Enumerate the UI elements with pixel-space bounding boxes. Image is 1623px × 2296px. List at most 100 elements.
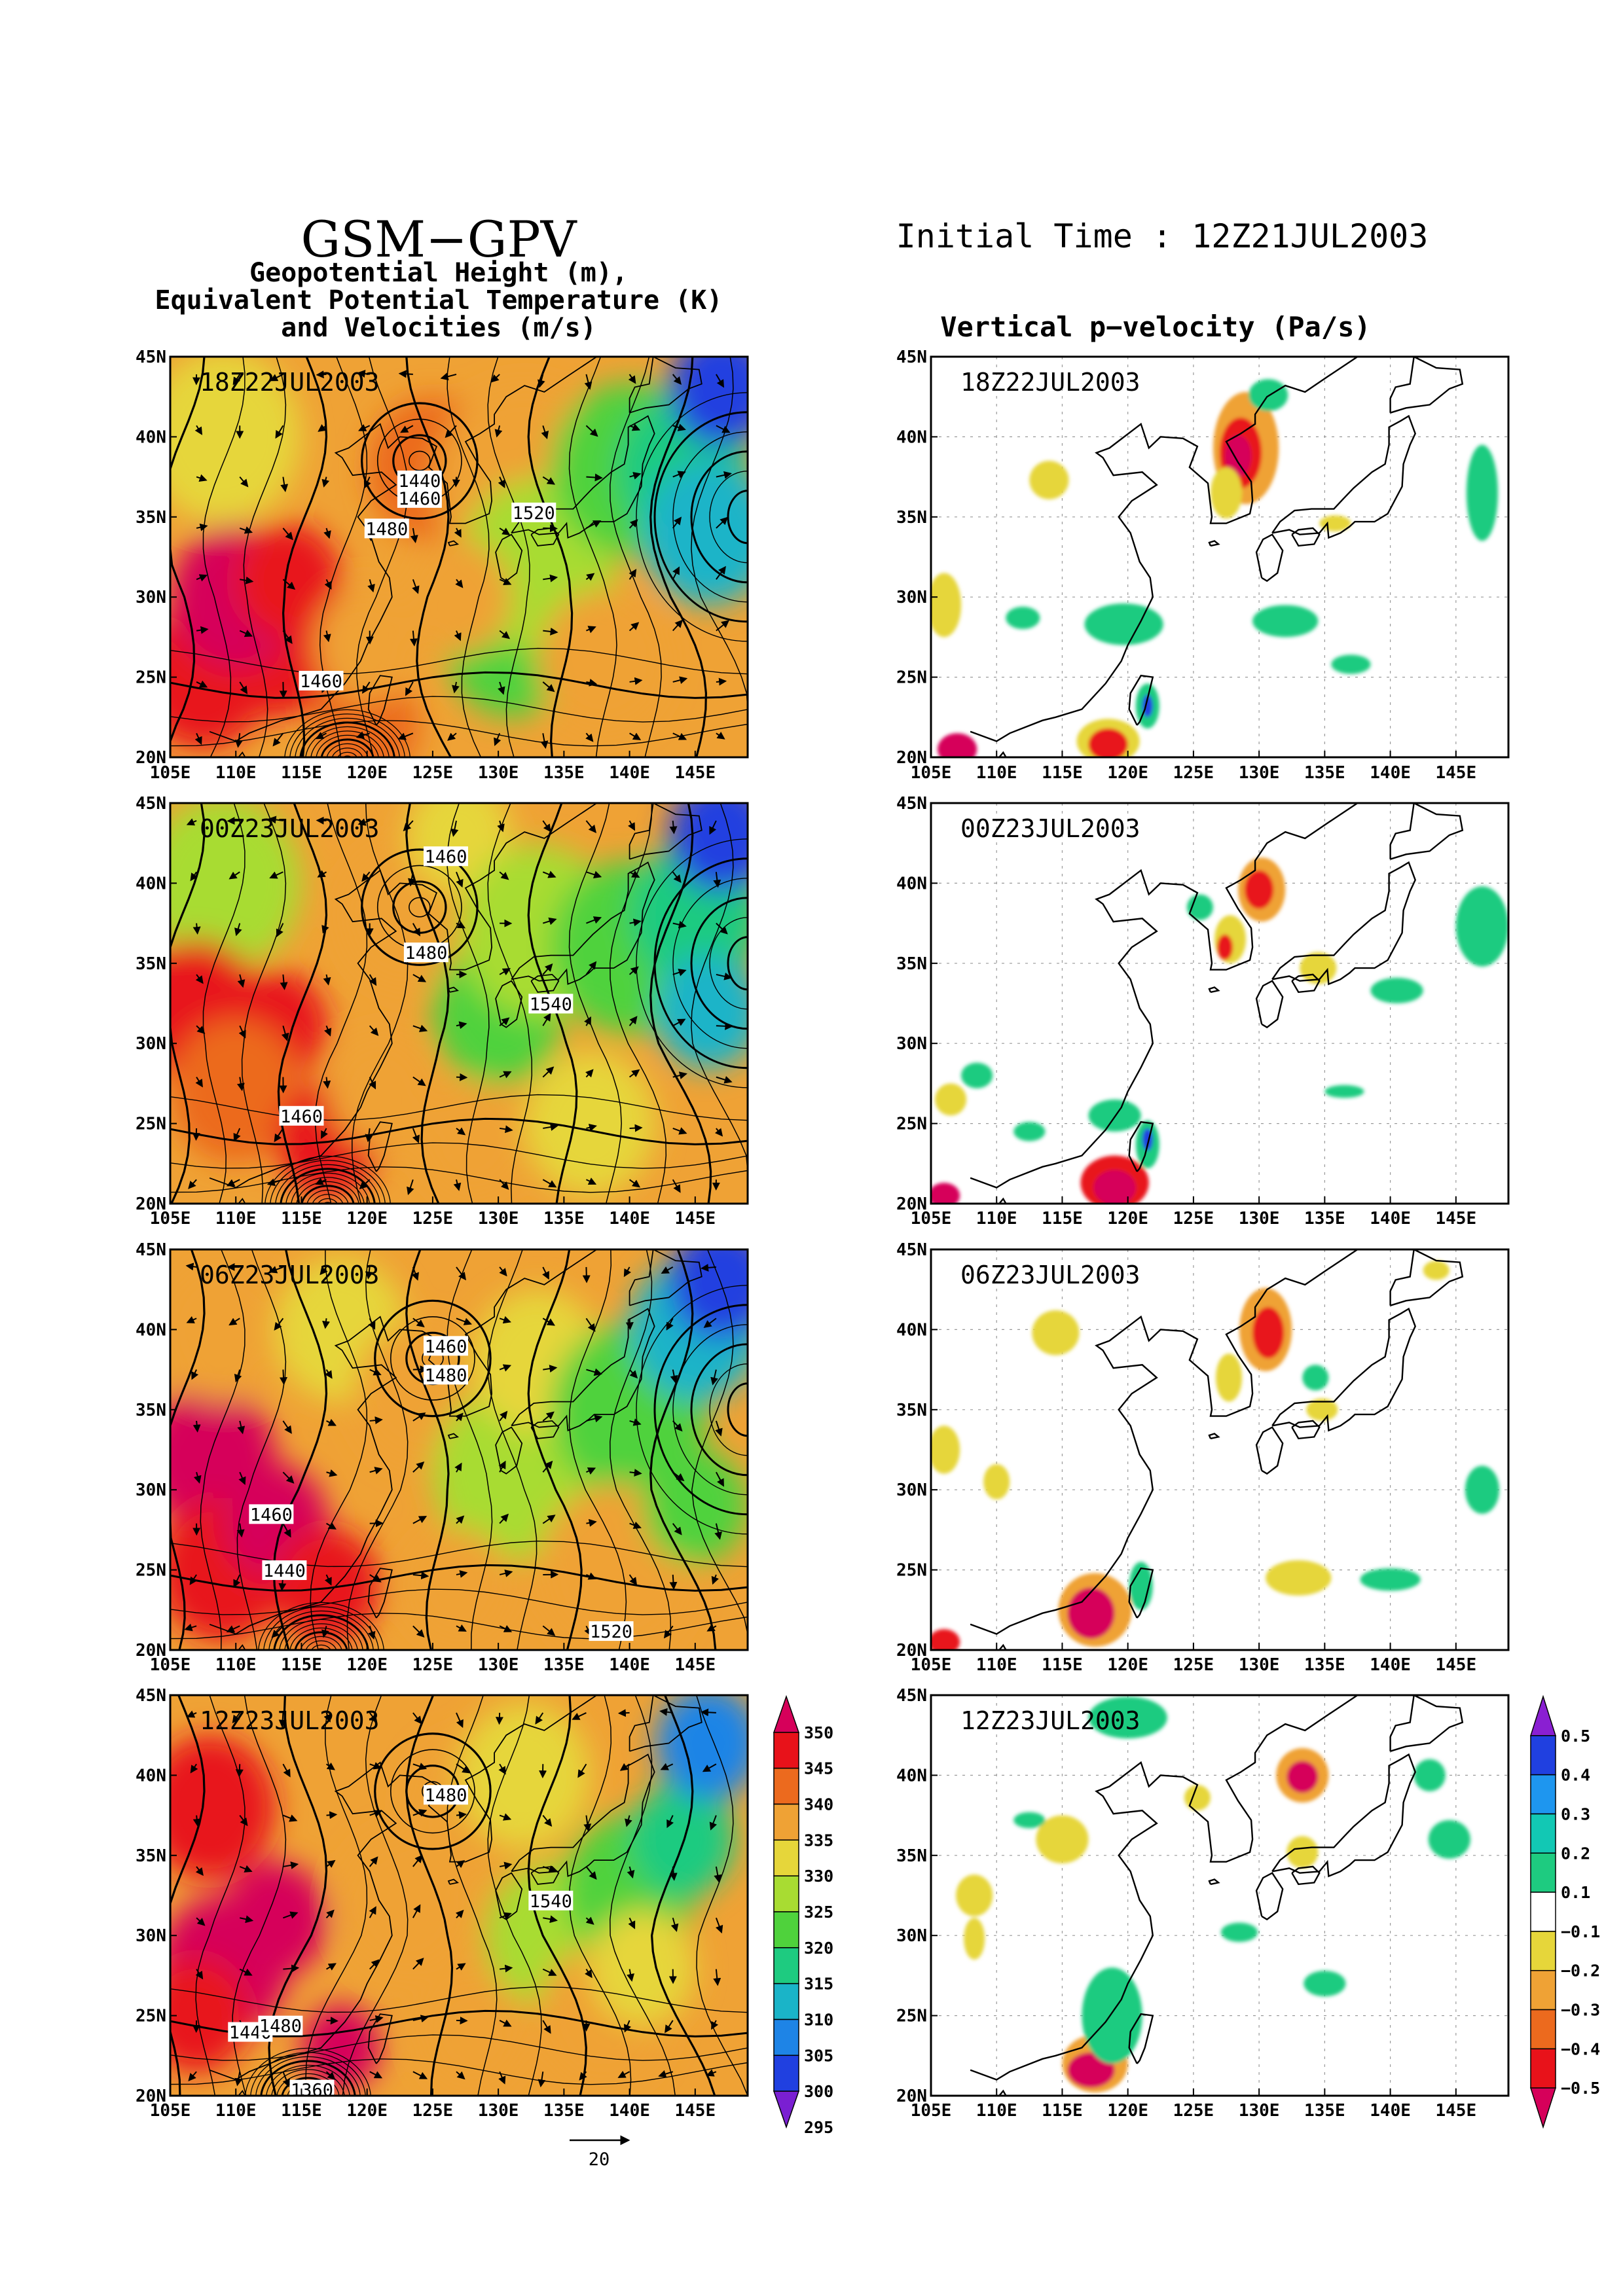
lon-tick-label: 110E [976,1209,1017,1229]
lon-tick-label: 130E [1239,2101,1280,2121]
coastline [1128,1121,1154,1172]
panel-time-label: 00Z23JUL2003 [960,814,1140,843]
coastline [367,2013,393,2064]
vertical-velocity-title: Vertical p−velocity (Pa/s) [940,311,1370,343]
lon-tick-label: 130E [1239,1655,1280,1675]
lon-tick-label: 130E [1239,763,1280,783]
lat-tick-label: 40N [896,874,927,893]
coastline [998,1197,1008,1204]
lat-tick-label: 40N [136,1320,166,1340]
lat-tick-label: 25N [896,1115,927,1134]
lat-tick-label: 25N [896,668,927,688]
contour-label: 1540 [530,1892,572,1912]
lon-tick-label: 105E [150,2101,191,2121]
coastline [511,415,655,539]
lon-tick-label: 120E [1107,1209,1148,1229]
theta-e-region [642,1448,748,1564]
contour-label: 1440 [398,471,441,492]
lon-tick-label: 105E [911,2101,952,2121]
contour-label: 1480 [405,943,447,963]
theta-e-region [524,1051,656,1196]
panel-time-label: 06Z23JUL2003 [960,1261,1140,1289]
contour-label: 1460 [280,1107,323,1127]
contour-label: 1520 [513,503,555,524]
colorbar-label: 0.5 [1561,1727,1590,1746]
lon-tick-label: 120E [1107,2101,1148,2121]
lon-tick-label: 120E [1107,763,1148,783]
lat-tick-label: 30N [896,1034,927,1054]
coastline [970,1249,1359,1635]
colorbar-label: 295 [804,2118,833,2137]
lon-tick-label: 145E [1436,2101,1477,2121]
lon-tick-label: 135E [1304,1655,1345,1675]
coastline [629,357,702,414]
lat-tick-label: 40N [896,1766,927,1785]
lon-tick-label: 105E [911,1655,952,1675]
lat-tick-label: 30N [136,1926,166,1946]
colorbar-label: 320 [804,1939,833,1958]
p-velocity-region [1370,977,1423,1003]
lon-tick-label: 135E [543,1655,585,1675]
lat-tick-label: 45N [136,794,166,814]
lon-tick-label: 110E [976,1655,1017,1675]
lon-tick-label: 130E [478,1655,519,1675]
theta-e-region [629,1782,735,1897]
lon-tick-label: 135E [1304,763,1345,783]
coastline [530,527,560,547]
coastline [629,803,702,860]
coastline [998,2089,1008,2096]
coastline [530,1420,560,1439]
p-velocity-region [1413,1759,1446,1791]
colorbar-swatch [773,1875,799,1912]
coastline [629,1249,702,1306]
lon-tick-label: 115E [281,2101,322,2121]
colorbar-label: 0.1 [1561,1883,1590,1902]
lon-tick-label: 105E [911,763,952,783]
colorbar-swatch [773,1911,799,1948]
colorbar-swatch [1529,2087,1557,2129]
lon-tick-label: 105E [911,1209,952,1229]
coastline [238,751,247,757]
colorbar-label: 0.2 [1561,1844,1590,1863]
colorbar-label: 340 [804,1795,833,1814]
p-velocity-region [1286,1836,1319,1869]
lat-tick-label: 45N [896,1240,927,1260]
lat-tick-label: 25N [896,2007,927,2026]
p-velocity-region [1466,444,1498,541]
lon-tick-label: 140E [609,2101,650,2121]
coastline [1128,674,1154,726]
colorbar-label: 310 [804,2011,833,2030]
p-velocity-region [1036,1815,1089,1864]
lon-tick-label: 110E [976,2101,1017,2121]
p-velocity-region [1331,655,1371,674]
lon-tick-label: 145E [1436,1209,1477,1229]
colorbar-label: 0.4 [1561,1766,1590,1785]
coastline [367,1121,393,1172]
chart-title: GSM−GPV [301,210,577,268]
lat-tick-label: 30N [896,1480,927,1500]
p-velocity-region [1029,461,1069,499]
reference-vector-label: 20 [589,2149,610,2170]
lat-tick-label: 35N [896,508,927,528]
lat-tick-label: 20N [896,1641,927,1660]
theta-e-region [668,1249,748,1340]
lon-tick-label: 140E [609,763,650,783]
p-velocity-panel-4: 12Z23JUL2003 105E 110E 115E 120E 125E 130E 135E… [896,1686,1510,2121]
lon-tick-label: 115E [1042,1209,1083,1229]
lat-tick-label: 40N [136,1766,166,1785]
lat-tick-label: 20N [896,2087,927,2106]
lon-tick-label: 105E [150,763,191,783]
colorbar-swatch [1530,1852,1556,1893]
p-velocity-region [1032,1310,1080,1355]
lat-tick-label: 40N [896,427,927,447]
contour-label: 1480 [424,1785,467,1806]
colorbar-swatch [1530,1813,1556,1854]
lat-tick-label: 30N [896,588,927,607]
coastline [1389,803,1464,860]
colorbar-label: 325 [804,1903,833,1922]
lon-tick-label: 135E [1304,2101,1345,2121]
panel-time-label: 12Z23JUL2003 [200,1706,380,1735]
coastline [511,1308,655,1431]
lon-tick-label: 140E [1370,1209,1411,1229]
lon-tick-label: 125E [1173,763,1214,783]
